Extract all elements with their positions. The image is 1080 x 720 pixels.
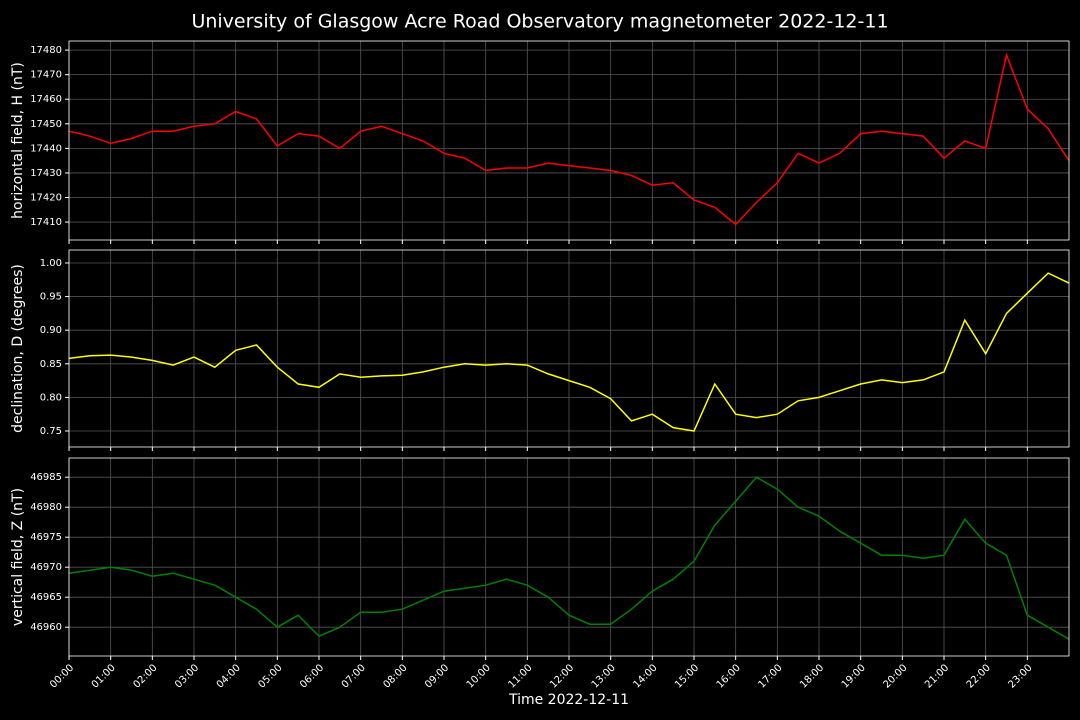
y-tick-label: 46985 [30, 472, 62, 483]
x-tick-label: 17:00 [756, 662, 784, 690]
x-tick-label: 10:00 [465, 662, 493, 690]
x-tick-label: 13:00 [590, 662, 618, 690]
y-tick-label: 46970 [30, 562, 62, 573]
y-tick-label: 1.00 [40, 258, 62, 269]
y-tick-label: 46975 [30, 532, 62, 543]
plot-frame [68, 457, 1070, 657]
plot-frame [68, 249, 1070, 448]
y-tick-label: 17460 [30, 94, 62, 105]
x-tick-label: 09:00 [423, 662, 451, 690]
y-tick-label: 17480 [30, 45, 62, 56]
y-tick-label: 17420 [30, 192, 62, 203]
data-line [68, 476, 1070, 640]
x-tick-label: 07:00 [340, 662, 368, 690]
x-axis-label: Time 2022-12-11 [508, 692, 629, 708]
x-tick-label: 05:00 [256, 662, 284, 690]
y-axis-label: vertical field, Z (nT) [10, 488, 26, 626]
x-tick-label: 19:00 [840, 662, 868, 690]
y-tick-label: 0.95 [40, 292, 62, 303]
x-tick-label: 21:00 [923, 662, 951, 690]
y-tick-label: 17470 [30, 70, 62, 81]
plot-frame [68, 40, 1070, 241]
x-tick-label: 22:00 [965, 662, 993, 690]
y-tick-label: 46960 [30, 622, 62, 633]
x-tick-label: 16:00 [715, 662, 743, 690]
y-tick-label: 0.85 [40, 359, 62, 370]
y-tick-label: 46965 [30, 592, 62, 603]
x-tick-label: 02:00 [131, 662, 159, 690]
y-tick-label: 17450 [30, 119, 62, 130]
x-tick-label: 06:00 [298, 662, 326, 690]
x-tick-label: 11:00 [506, 662, 534, 690]
x-tick-label: 15:00 [673, 662, 701, 690]
chart-title: University of Glasgow Acre Road Observat… [191, 11, 888, 33]
y-tick-label: 0.75 [40, 426, 62, 437]
x-tick-label: 14:00 [631, 662, 659, 690]
x-tick-label: 23:00 [1006, 662, 1034, 690]
x-tick-label: 08:00 [381, 662, 409, 690]
x-tick-label: 18:00 [798, 662, 826, 690]
y-axis-label: horizontal field, H (nT) [10, 62, 26, 219]
y-tick-label: 0.90 [40, 325, 62, 336]
y-axis-label: declination, D (degrees) [10, 264, 26, 433]
y-tick-label: 46980 [30, 502, 62, 513]
data-line [68, 272, 1070, 432]
y-tick-label: 17430 [30, 168, 62, 179]
x-tick-label: 04:00 [215, 662, 243, 690]
y-tick-label: 17440 [30, 143, 62, 154]
y-tick-label: 17410 [30, 217, 62, 228]
x-tick-label: 01:00 [90, 662, 118, 690]
x-tick-label: 03:00 [173, 662, 201, 690]
x-tick-label: 12:00 [548, 662, 576, 690]
y-tick-label: 0.80 [40, 392, 62, 403]
x-tick-label: 00:00 [48, 662, 76, 690]
data-line [68, 52, 1070, 226]
x-tick-label: 20:00 [881, 662, 909, 690]
